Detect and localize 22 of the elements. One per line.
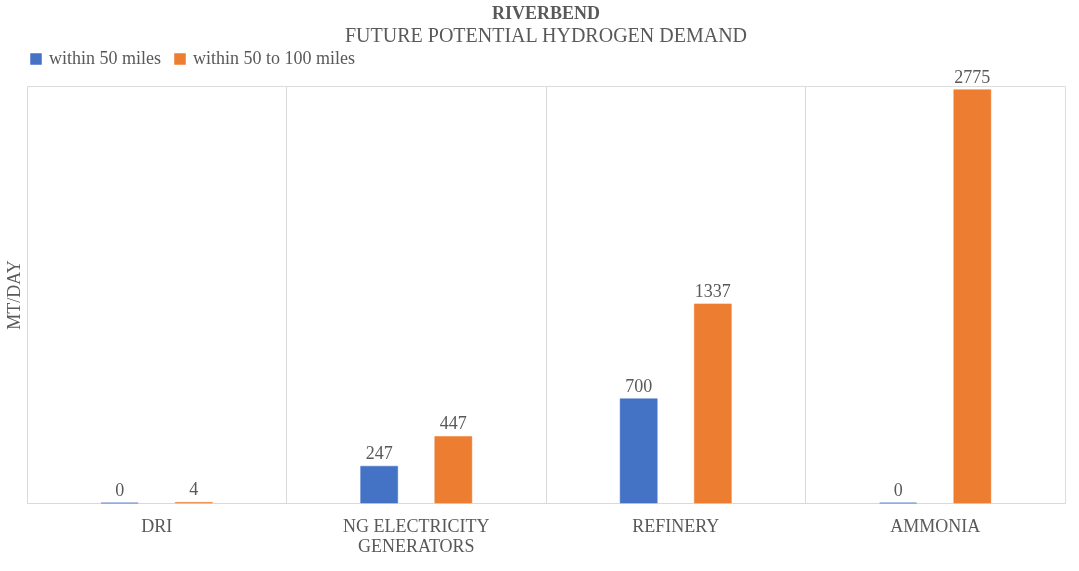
x-tick-label: NG ELECTRICITY GENERATORS — [343, 515, 490, 556]
data-label: 0 — [893, 480, 903, 500]
bar — [694, 303, 732, 504]
bar — [619, 398, 658, 504]
x-tick-label: REFINERY — [632, 515, 720, 536]
bar — [953, 89, 992, 504]
data-label: 0 — [115, 480, 125, 500]
data-label: 1337 — [694, 280, 731, 301]
bar — [360, 465, 398, 504]
data-label: 2775 — [954, 66, 991, 87]
x-tick-label: DRI — [141, 515, 173, 536]
legend-label: within 50 to 100 miles — [193, 48, 355, 68]
x-tick-label: AMMONIA — [890, 515, 981, 536]
data-label: 4 — [189, 479, 199, 500]
legend-label: within 50 miles — [49, 48, 161, 68]
chart-title: RIVERBEND — [491, 3, 601, 23]
y-axis-title: MT/DAY — [3, 260, 24, 330]
data-label: 447 — [439, 413, 467, 434]
data-label: 700 — [625, 375, 653, 396]
data-label: 247 — [365, 443, 393, 464]
bar — [434, 436, 473, 504]
chart-subtitle: FUTURE POTENTIAL HYDROGEN DEMAND — [344, 24, 748, 46]
